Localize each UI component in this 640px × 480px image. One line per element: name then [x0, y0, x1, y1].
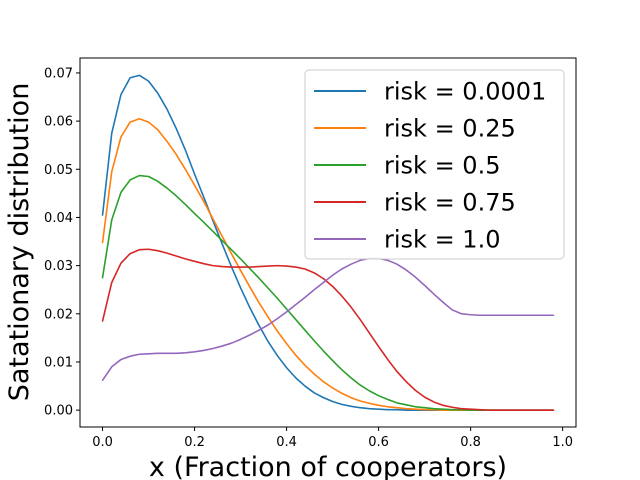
x-tick-label: 0.6 — [368, 435, 389, 450]
x-tick-label: 0.4 — [276, 435, 297, 450]
y-tick-label: 0.06 — [44, 115, 73, 130]
legend: risk = 0.0001 risk = 0.25 risk = 0.5 risk =… — [304, 69, 565, 260]
legend-label-3: risk = 0.5 — [384, 152, 500, 180]
x-tick-label: 0.0 — [92, 435, 113, 450]
series-line-4 — [101, 248, 555, 411]
x-tick-label: 0.8 — [460, 435, 481, 450]
plot-frame — [79, 57, 577, 428]
y-tick-label: 0.01 — [44, 355, 73, 370]
legend-label-1: risk = 0.0001 — [384, 78, 546, 106]
y-tick-label: 0.07 — [44, 66, 73, 81]
x-tick-label: 0.2 — [184, 435, 205, 450]
x-axis-ticks: 0.0 0.2 0.4 0.6 0.8 1.0 — [92, 427, 573, 450]
legend-label-5: risk = 1.0 — [384, 226, 500, 254]
series-lines — [101, 74, 555, 411]
x-tick-label: 1.0 — [552, 435, 573, 450]
legend-label-2: risk = 0.25 — [384, 115, 516, 143]
y-tick-label: 0.00 — [44, 404, 73, 419]
x-axis-label: x (Fraction of cooperators) — [149, 452, 507, 480]
legend-box — [304, 69, 565, 260]
y-tick-label: 0.03 — [44, 259, 73, 274]
legend-label-4: risk = 0.75 — [384, 189, 516, 217]
series-line-5 — [101, 257, 555, 382]
y-tick-label: 0.05 — [44, 163, 73, 178]
y-tick-label: 0.02 — [44, 307, 73, 322]
y-axis-ticks: 0.00 0.01 0.02 0.03 0.04 0.05 0.06 0.07 — [44, 66, 80, 419]
y-tick-label: 0.04 — [44, 211, 73, 226]
y-axis-label: Satationary distribution — [4, 83, 35, 402]
